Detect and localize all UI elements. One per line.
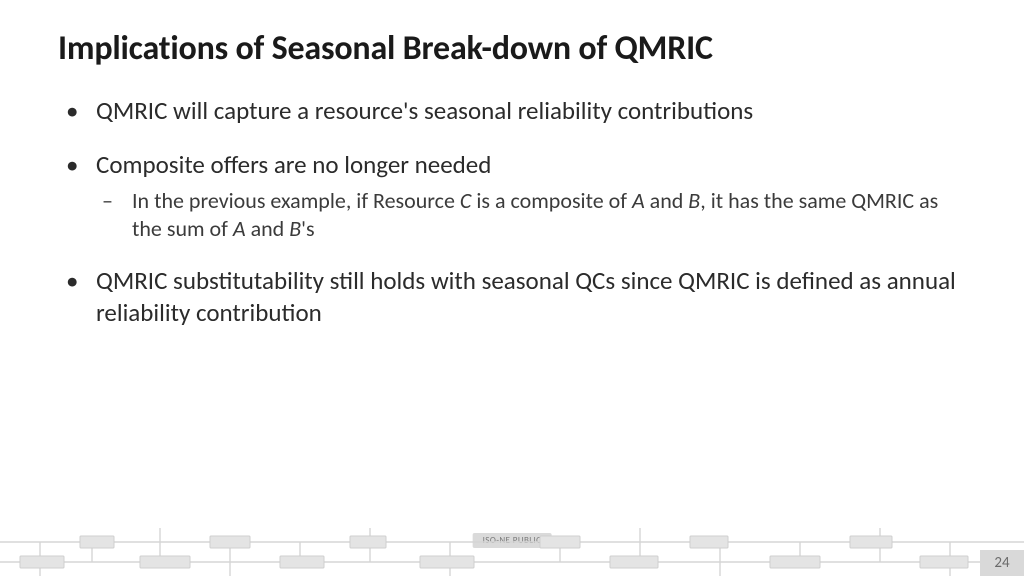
text-run: is a composite of	[471, 187, 632, 214]
text-run: and	[246, 215, 290, 242]
var-a: A	[233, 215, 246, 242]
text-run: In the previous example, if Resource	[132, 187, 460, 214]
bullet-list: QMRIC will capture a resource's seasonal…	[58, 95, 966, 329]
slide: Implications of Seasonal Break-down of Q…	[0, 0, 1024, 576]
page-number: 24	[980, 550, 1024, 576]
bullet-item: QMRIC substitutability still holds with …	[58, 265, 966, 329]
classification-badge: ISO-NE PUBLIC	[473, 533, 552, 548]
var-c: C	[460, 187, 472, 214]
sub-bullet-item: In the previous example, if Resource C i…	[96, 187, 966, 243]
bullet-item: QMRIC will capture a resource's seasonal…	[58, 95, 966, 127]
var-a: A	[632, 187, 645, 214]
var-b: B	[289, 215, 301, 242]
text-run: and	[645, 187, 689, 214]
bullet-item: Composite offers are no longer needed In…	[58, 149, 966, 243]
sub-bullet-text: In the previous example, if Resource C i…	[132, 187, 938, 242]
var-b: B	[688, 187, 700, 214]
bullet-text: Composite offers are no longer needed	[96, 149, 491, 180]
text-run: 's	[301, 215, 314, 242]
bullet-text: QMRIC will capture a resource's seasonal…	[96, 95, 753, 126]
sub-bullet-list: In the previous example, if Resource C i…	[96, 187, 966, 243]
slide-title: Implications of Seasonal Break-down of Q…	[58, 28, 966, 69]
bullet-text: QMRIC substitutability still holds with …	[96, 265, 956, 328]
